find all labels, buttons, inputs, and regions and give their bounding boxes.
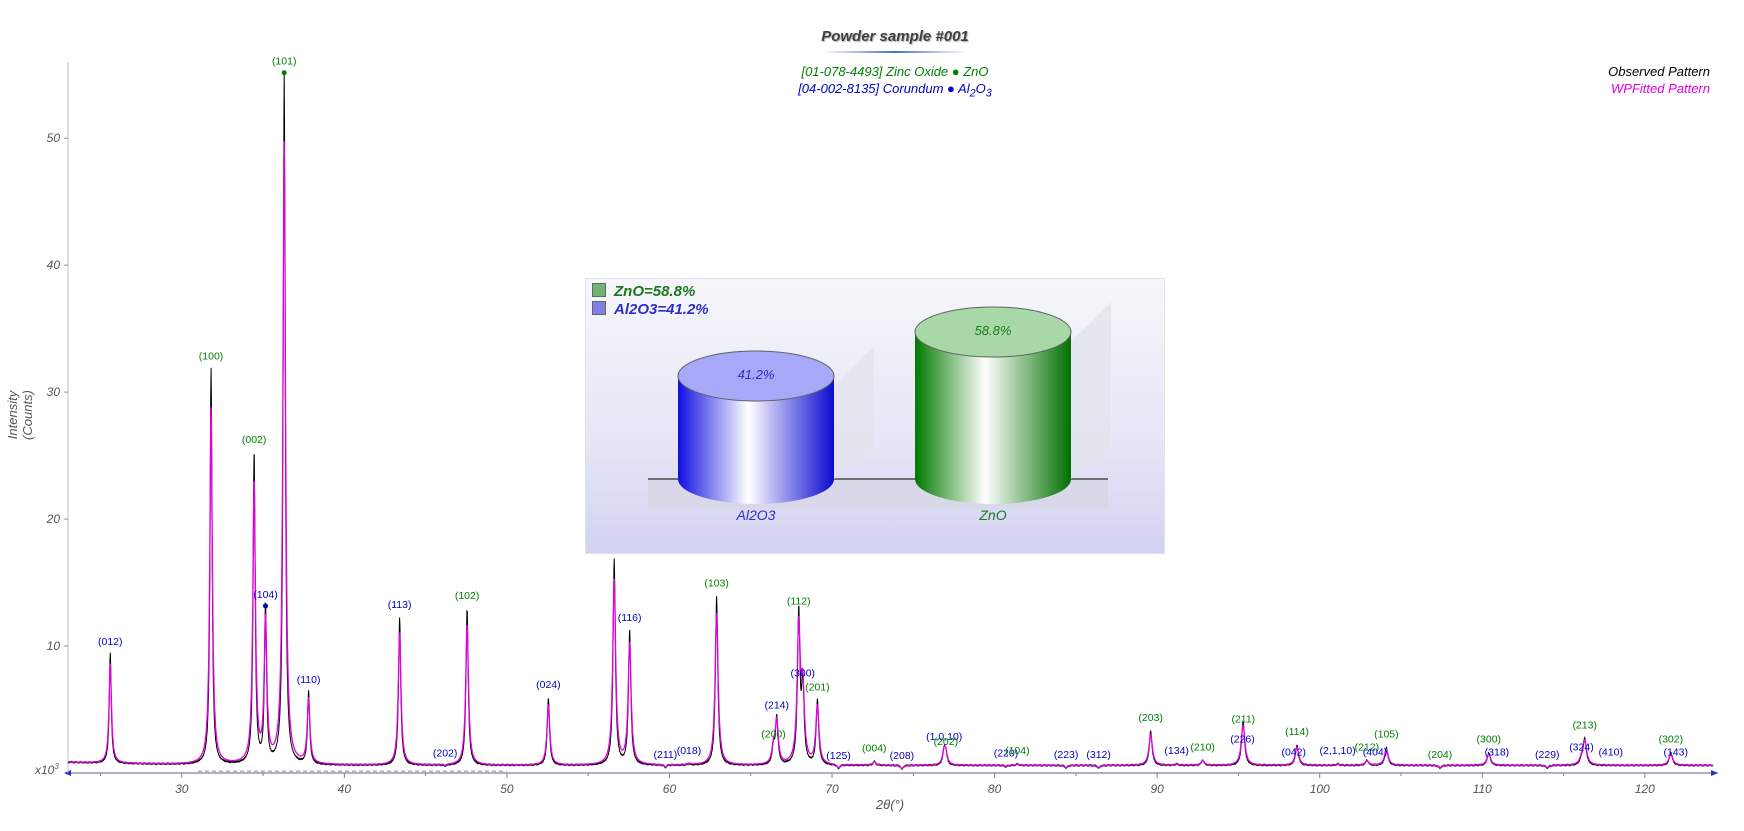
- peak-label: (220): [994, 748, 1019, 760]
- x-tick-label: 100: [1310, 782, 1330, 796]
- peak-label: (226): [1230, 734, 1255, 746]
- peak-label: (112): [787, 595, 811, 607]
- peak-label: (229): [1535, 749, 1560, 761]
- peak-label: (202): [433, 748, 458, 760]
- reference-corundum: [04-002-8135] Corundum ● Al2O3: [798, 81, 992, 100]
- peak-label: (114): [1285, 726, 1309, 738]
- x-tick-label: 80: [988, 782, 1002, 796]
- reference-zno: [01-078-4493] Zinc Oxide ● ZnO: [801, 64, 989, 79]
- title-underline: [822, 51, 968, 53]
- y-axis-unit: x103: [35, 762, 59, 777]
- peak-label: (203): [1138, 712, 1163, 724]
- peak-label: (104): [1005, 745, 1030, 757]
- x-axis-arrow-right: [1711, 770, 1718, 776]
- peak-label: (210): [1190, 741, 1215, 753]
- inset-legend-zno: ZnO=58.8%: [592, 283, 695, 300]
- cylinder-zno: [914, 302, 1111, 504]
- peak-labels: (012) (100) (002) (104) (101) (110) (113) (202)…: [98, 56, 1688, 762]
- legend-observed: Observed Pattern: [1608, 64, 1710, 79]
- peak-label: (100): [199, 350, 224, 362]
- peak-label: (2,1,10): [1320, 745, 1356, 757]
- peak-label: (214): [765, 699, 790, 711]
- chart-title: Powder sample #001: [821, 28, 969, 45]
- peak-marker: [281, 70, 287, 76]
- chart-axes: 30 40 50 60 70 80 90 100 110 120 10 20 30 40 50: [46, 62, 1718, 796]
- peak-label: (201): [805, 682, 830, 694]
- x-tick-label: 90: [1150, 782, 1164, 796]
- peak-label: (004): [862, 743, 887, 755]
- peak-label: (113): [388, 599, 412, 611]
- peak-label: (105): [1374, 729, 1399, 741]
- peak-label: (103): [704, 578, 729, 590]
- x-tick-label: 30: [175, 782, 189, 796]
- peak-label: (300): [1477, 734, 1502, 746]
- al2o3-swatch: [592, 301, 606, 315]
- peak-label: (404): [1363, 746, 1388, 758]
- peak-label: (134): [1164, 745, 1189, 757]
- peak-label: (324): [1569, 741, 1594, 753]
- peak-marker: [263, 603, 269, 609]
- peak-label: (202): [934, 736, 959, 748]
- y-tick-label: 30: [47, 385, 61, 399]
- x-tick-label: 40: [338, 782, 352, 796]
- cylinder-value-label: 58.8%: [974, 323, 1012, 338]
- y-tick-label: 40: [47, 258, 61, 272]
- zno-swatch: [592, 283, 606, 297]
- cylinder-top: [914, 306, 1072, 358]
- peak-label: (300): [791, 668, 816, 680]
- y-tick-label: 50: [47, 131, 61, 145]
- peak-label: (200): [761, 729, 786, 741]
- peak-label: (1,0,10): [926, 731, 962, 743]
- pattern-curves: [67, 72, 1714, 770]
- x-tick-label: 70: [825, 782, 839, 796]
- cylinder-value-label: 41.2%: [737, 367, 775, 382]
- peak-label: (204): [1428, 749, 1453, 761]
- x-tick-label: 110: [1473, 782, 1492, 796]
- x-tick-label: 120: [1635, 782, 1655, 796]
- peak-label: (211): [1231, 713, 1255, 725]
- y-tick-label: 20: [46, 512, 61, 526]
- peak-label: (116): [618, 612, 642, 624]
- peak-label: (101): [272, 56, 297, 68]
- cylinder-body: [678, 376, 834, 504]
- x-tick-label: 50: [500, 782, 514, 796]
- fitted-pattern-line: [68, 141, 1714, 770]
- peak-label: (104): [253, 589, 278, 601]
- peak-label: (318): [1485, 746, 1510, 758]
- peak-label: (125): [826, 750, 851, 762]
- peak-label: (102): [455, 590, 480, 602]
- peak-label: (212): [1355, 741, 1380, 753]
- peak-label: (223): [1054, 749, 1079, 761]
- cylinder-category-label: Al2O3: [736, 507, 776, 523]
- inset-legend-al2o3: Al2O3=41.2%: [592, 301, 709, 318]
- peak-label: (410): [1598, 746, 1623, 758]
- peak-label: (018): [677, 745, 702, 757]
- cylinder-bar-chart: [648, 302, 1111, 509]
- cylinders: [677, 302, 1111, 504]
- cylinder-category-label: ZnO: [979, 507, 1007, 523]
- peak-label: (110): [297, 674, 321, 686]
- peak-label: (211): [654, 749, 678, 761]
- peak-label: (002): [242, 434, 267, 446]
- peak-label: (042): [1281, 746, 1306, 758]
- x-tick-label: 60: [663, 782, 677, 796]
- cylinder-top: [677, 350, 835, 402]
- peak-label: (208): [890, 750, 915, 762]
- y-tick-label: 10: [47, 639, 61, 653]
- peak-label: (143): [1663, 746, 1688, 758]
- cylinder-body: [915, 332, 1071, 504]
- cylinder-al2o3: [677, 346, 874, 504]
- peak-label: (302): [1659, 734, 1684, 746]
- y-axis-label: Intensity (Counts): [5, 390, 35, 440]
- phase-fraction-inset: ZnO=58.8% Al2O3=41.2% 41.2% Al2O3 58.8% ZnO: [585, 278, 1165, 554]
- peak-label: (012): [98, 636, 123, 648]
- peak-label: (213): [1572, 720, 1597, 732]
- x-axis-label: 2θ(°): [875, 797, 905, 812]
- peak-label: (024): [536, 679, 561, 691]
- peak-label: (312): [1086, 749, 1111, 761]
- legend-fitted: WPFitted Pattern: [1611, 81, 1710, 96]
